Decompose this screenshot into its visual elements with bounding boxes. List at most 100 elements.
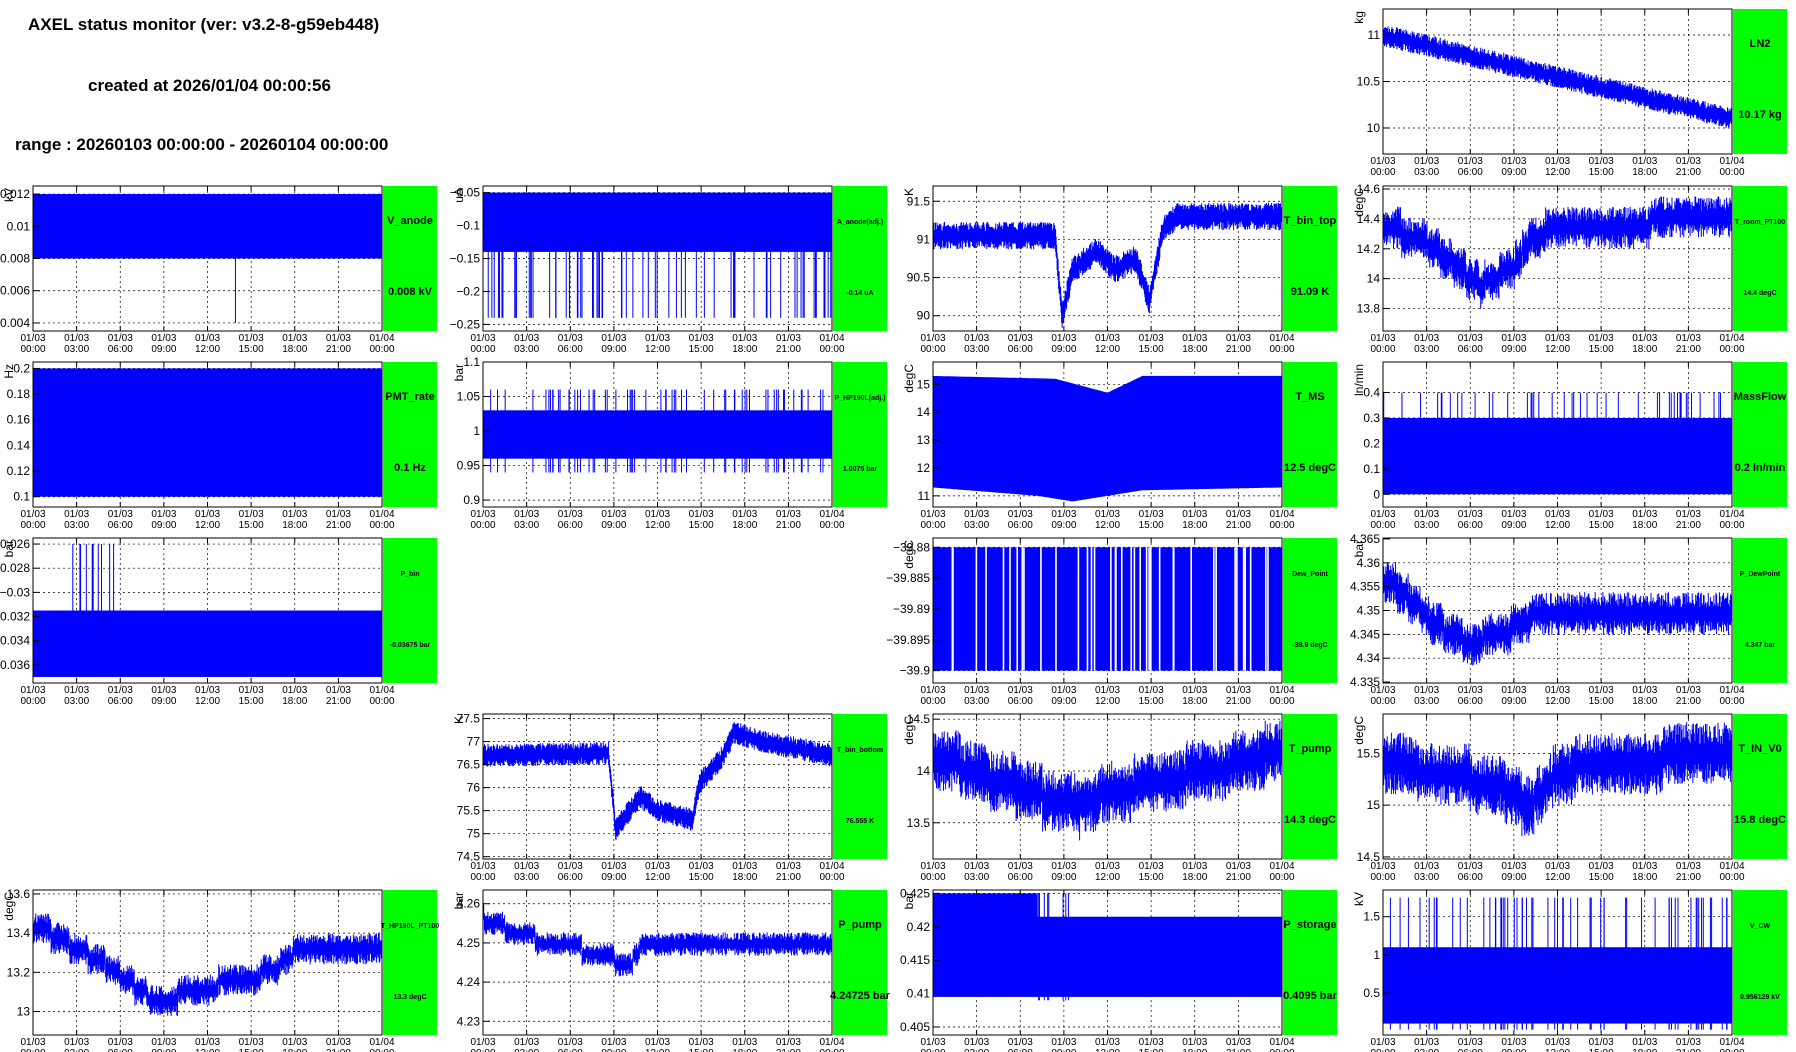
x-tick-date: 01/03 — [151, 333, 176, 344]
series-a-anode-adj — [483, 192, 832, 318]
data-gap — [1267, 547, 1269, 671]
x-tick-time: 00:00 — [470, 1048, 495, 1052]
x-tick-time: 06:00 — [1458, 872, 1483, 883]
x-tick-date: 01/03 — [470, 333, 495, 344]
x-tick-date: 01/03 — [1458, 333, 1483, 344]
y-tick-label: 4.25 — [457, 936, 481, 950]
x-tick-time: 03:00 — [1414, 696, 1439, 707]
x-tick-time: 21:00 — [326, 344, 351, 355]
x-tick-date: 01/03 — [20, 333, 45, 344]
x-tick-time: 18:00 — [1632, 344, 1657, 355]
x-tick-time: 12:00 — [1095, 696, 1120, 707]
sensor-name: V_anode — [387, 215, 433, 227]
status-label-box — [383, 890, 437, 1035]
x-tick-date: 01/03 — [558, 1037, 583, 1048]
current-value: -39.9 degC — [1292, 642, 1327, 649]
y-tick-label: 15.5 — [1357, 746, 1381, 760]
status-label-box — [833, 890, 887, 1035]
x-tick-time: 15:00 — [1139, 872, 1164, 883]
y-tick-label: 0.41 — [907, 987, 931, 1001]
x-tick-time: 09:00 — [1501, 872, 1526, 883]
x-tick-date: 01/04 — [369, 509, 394, 520]
x-tick-time: 00:00 — [470, 872, 495, 883]
x-tick-time: 06:00 — [1458, 167, 1483, 178]
sensor-name: T_room_PT100 — [1735, 219, 1785, 226]
y-axis-unit: kV — [1352, 892, 1366, 906]
x-tick-date: 01/03 — [776, 1037, 801, 1048]
y-tick-label: 12 — [917, 461, 931, 475]
x-tick-date: 01/03 — [1501, 333, 1526, 344]
x-tick-time: 03:00 — [514, 520, 539, 531]
x-tick-date: 01/03 — [920, 685, 945, 696]
y-tick-label: 91.5 — [907, 194, 931, 208]
y-tick-label: 15 — [917, 377, 931, 391]
x-tick-date: 01/03 — [1226, 861, 1251, 872]
x-tick-time: 00:00 — [1719, 872, 1744, 883]
data-gap — [1009, 547, 1011, 671]
y-tick-label: −0.026 — [0, 537, 30, 551]
series-v-cw — [1383, 897, 1732, 1030]
y-tick-label: 76.5 — [457, 758, 481, 772]
y-tick-label: 4.23 — [457, 1014, 481, 1028]
sensor-name: T_pump — [1289, 743, 1332, 755]
x-tick-date: 01/03 — [1632, 509, 1657, 520]
panel-ln2: 01/0300:0001/0303:0001/0306:0001/0309:00… — [1352, 8, 1787, 178]
x-tick-date: 01/04 — [1269, 509, 1294, 520]
x-tick-date: 01/03 — [1182, 509, 1207, 520]
x-tick-time: 00:00 — [1719, 1048, 1744, 1052]
x-tick-date: 01/03 — [1501, 861, 1526, 872]
y-tick-label: 4.36 — [1357, 556, 1381, 570]
y-tick-label: 0.004 — [0, 316, 30, 330]
x-tick-date: 01/03 — [1589, 685, 1614, 696]
x-tick-date: 01/03 — [20, 685, 45, 696]
data-gap — [1110, 547, 1112, 671]
x-tick-date: 01/03 — [1589, 861, 1614, 872]
current-value: 4.24725 bar — [830, 990, 891, 1002]
status-label-box — [1283, 538, 1337, 683]
x-tick-date: 01/03 — [1095, 685, 1120, 696]
data-gap — [1234, 547, 1236, 671]
x-tick-date: 01/03 — [776, 333, 801, 344]
x-tick-time: 21:00 — [1676, 872, 1701, 883]
x-tick-time: 09:00 — [151, 696, 176, 707]
data-gap — [1150, 547, 1152, 671]
y-tick-label: 0 — [1373, 487, 1380, 501]
y-tick-label: 13.4 — [7, 926, 31, 940]
x-tick-date: 01/03 — [151, 1037, 176, 1048]
y-tick-label: 0.1 — [13, 490, 30, 504]
y-tick-label: 4.365 — [1350, 532, 1380, 546]
y-tick-label: 0.2 — [13, 361, 30, 375]
current-value: 91.09 K — [1291, 286, 1330, 298]
x-tick-date: 01/03 — [282, 1037, 307, 1048]
series-v-anode — [33, 194, 382, 323]
x-tick-date: 01/03 — [1632, 156, 1657, 167]
x-tick-date: 01/04 — [1719, 685, 1744, 696]
y-tick-label: 1.05 — [457, 390, 481, 404]
x-tick-date: 01/03 — [1458, 861, 1483, 872]
x-tick-date: 01/03 — [601, 1037, 626, 1048]
y-tick-label: 0.95 — [457, 459, 481, 473]
y-tick-label: 13.5 — [907, 816, 931, 830]
x-tick-time: 00:00 — [20, 520, 45, 531]
y-axis-unit: bar — [2, 540, 16, 557]
x-tick-time: 06:00 — [1458, 1048, 1483, 1052]
y-axis-unit: degC — [902, 364, 916, 393]
x-tick-date: 01/03 — [689, 861, 714, 872]
x-tick-date: 01/03 — [514, 861, 539, 872]
x-tick-date: 01/03 — [964, 1037, 989, 1048]
x-tick-time: 15:00 — [1139, 696, 1164, 707]
panel-a-anode-adj: 01/0300:0001/0303:0001/0306:0001/0309:00… — [450, 185, 887, 355]
data-gap — [1086, 547, 1089, 671]
x-tick-time: 18:00 — [282, 520, 307, 531]
x-tick-date: 01/03 — [1226, 1037, 1251, 1048]
data-band — [33, 368, 382, 497]
x-tick-date: 01/03 — [1182, 1037, 1207, 1048]
y-axis-unit: degC — [1352, 188, 1366, 217]
x-tick-date: 01/03 — [1095, 333, 1120, 344]
current-value: 4.347 bar — [1745, 642, 1776, 649]
x-tick-time: 00:00 — [1719, 344, 1744, 355]
y-tick-label: 0.01 — [7, 219, 31, 233]
x-tick-time: 06:00 — [1008, 696, 1033, 707]
x-tick-time: 21:00 — [1676, 1048, 1701, 1052]
x-tick-date: 01/03 — [920, 509, 945, 520]
